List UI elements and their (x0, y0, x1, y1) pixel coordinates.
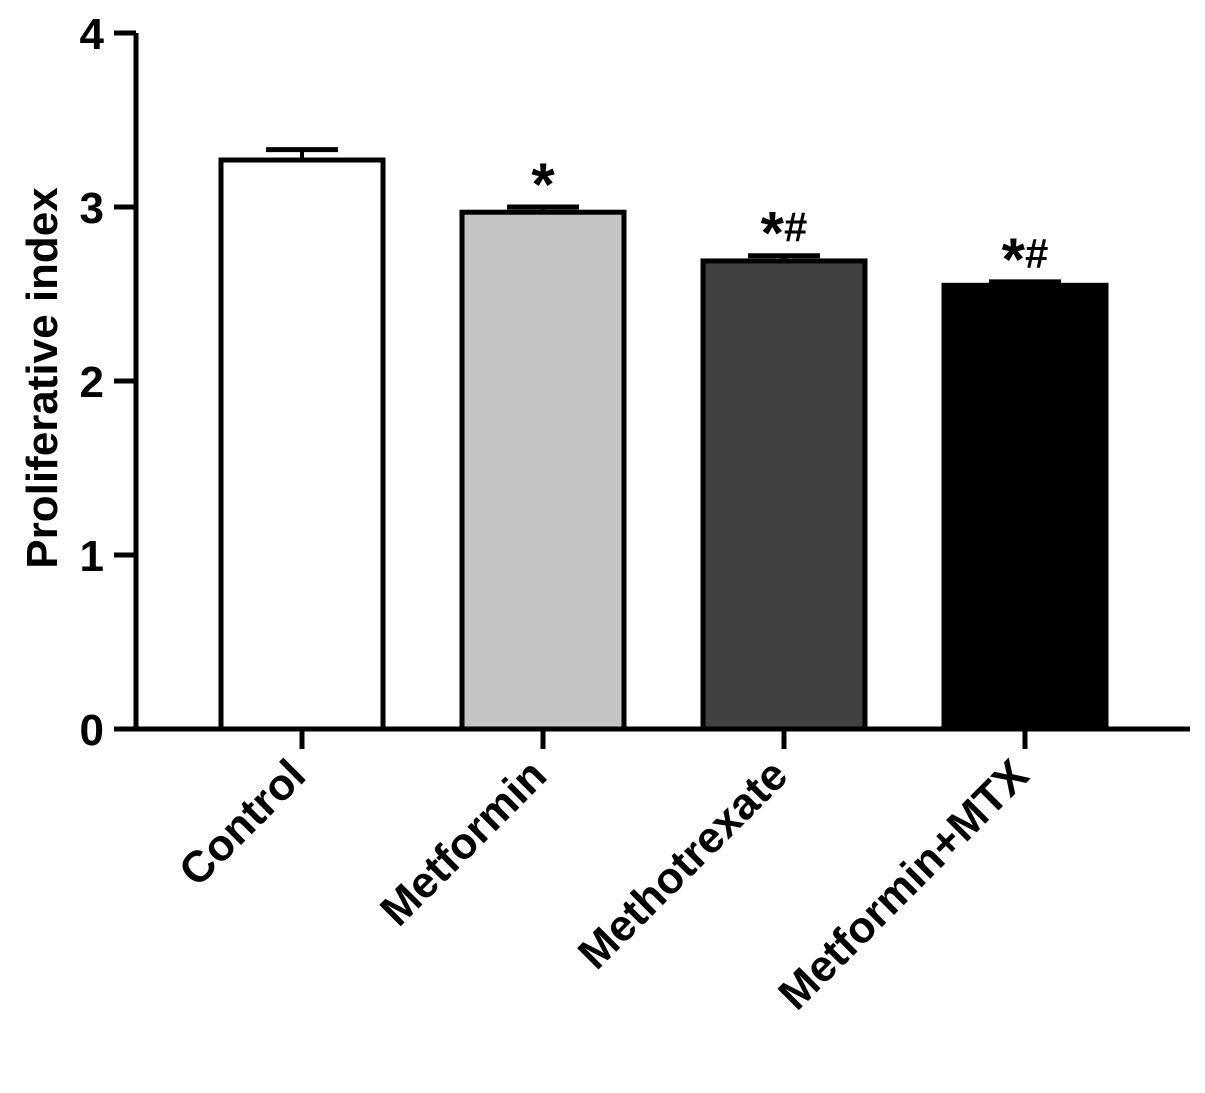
bar-control (218, 157, 386, 732)
x-tick-label: Control (170, 750, 315, 895)
x-tick-label: Metformin+MTX (769, 750, 1038, 1019)
bar-metformin (459, 209, 627, 732)
hash-mark: # (784, 204, 807, 251)
annotations-layer: **# *# (531, 151, 1048, 293)
y-ticks-layer: 0 1 2 3 4 (80, 10, 136, 755)
asterisk-mark: * (1002, 226, 1026, 293)
error-bars-layer (266, 147, 1061, 286)
x-ticks-layer: Control Metformin MethotrexateMetformin+MT… (170, 729, 1038, 1019)
asterisk-mark: * (531, 151, 555, 218)
y-tick-label: 4 (80, 10, 105, 59)
significance-label: *# (1002, 226, 1049, 293)
asterisk-mark: * (761, 200, 785, 267)
significance-label: *# (761, 200, 808, 267)
x-tick-label: Metformin (371, 750, 556, 935)
bar-metformin-mtx (941, 282, 1109, 732)
y-tick-label: 2 (80, 358, 104, 407)
y-tick-label: 1 (80, 532, 104, 581)
y-tick-label: 0 (80, 706, 104, 755)
hash-mark: # (1025, 230, 1048, 277)
y-tick-label: 3 (80, 184, 104, 233)
y-axis-label: Proliferative index (18, 187, 67, 569)
bar-methotrexate (700, 258, 868, 732)
bars-layer (218, 157, 1109, 732)
x-tick-label: Methotrexate (569, 750, 797, 978)
significance-label: * (531, 151, 555, 218)
